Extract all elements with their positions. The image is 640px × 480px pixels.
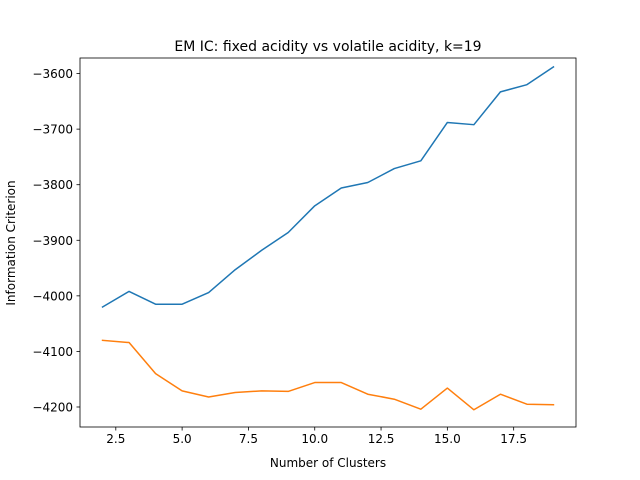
plot-area [79,57,577,428]
x-axis-label: Number of Clusters [270,456,386,470]
y-tick-label: −3600 [32,67,73,81]
plot-frame [79,57,577,428]
y-tick-label: −3800 [32,178,73,192]
x-tick-label: 7.5 [239,432,258,446]
y-axis-label: Information Criterion [4,180,18,305]
x-axis: 2.5 5.0 7.5 10.0 12.5 15.0 17.5 [106,427,527,446]
x-tick-label: 15.0 [434,432,461,446]
y-tick-label: −4200 [32,400,73,414]
y-tick-label: −3700 [32,123,73,137]
x-tick-label: 17.5 [500,432,527,446]
series-line-2 [101,339,555,411]
y-axis: −4200 −4100 −4000 −3900 −3800 −3700 −3600 [32,67,80,414]
series-layer [101,65,555,411]
y-tick-label: −4100 [32,345,73,359]
x-tick-label: 10.0 [301,432,328,446]
y-tick-label: −3900 [32,234,73,248]
x-tick-label: 2.5 [106,432,125,446]
chart-title: EM IC: fixed acidity vs volatile acidity… [174,39,481,55]
x-tick-label: 12.5 [368,432,395,446]
y-tick-label: −4000 [32,289,73,303]
series-line-1 [101,65,555,308]
x-tick-label: 5.0 [173,432,192,446]
